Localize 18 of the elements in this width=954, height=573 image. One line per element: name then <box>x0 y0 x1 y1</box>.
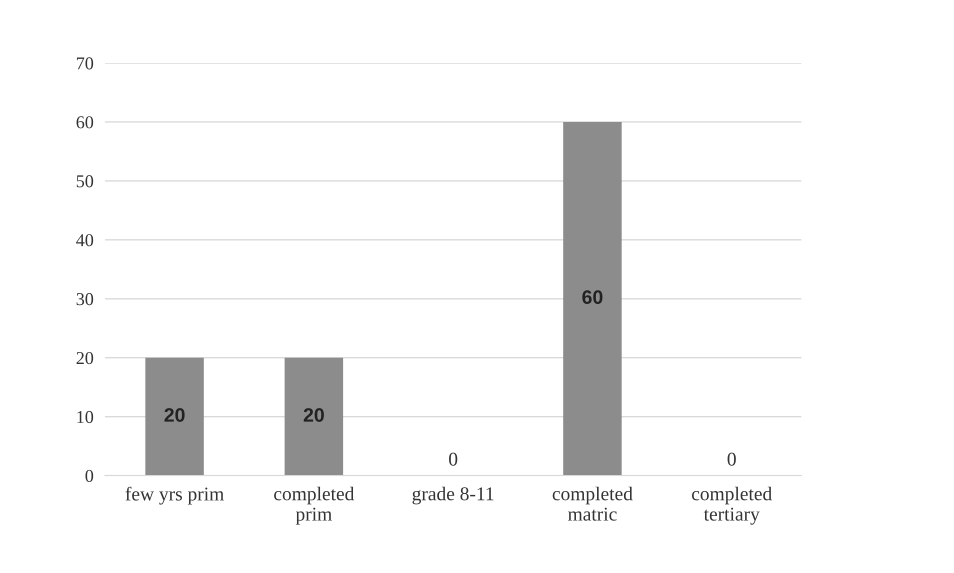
data-label: 20 <box>304 408 324 422</box>
x-tick-label: few yrs prim <box>126 486 224 505</box>
y-tick-label: 40 <box>76 234 94 246</box>
y-tick-label: 0 <box>85 470 94 482</box>
y-tick-label: 10 <box>77 410 94 424</box>
x-tick-label: completed tertiary <box>692 486 772 525</box>
x-tick-label: completed prim <box>274 486 354 525</box>
x-tick-label: completed matric <box>552 486 633 521</box>
data-label: 60 <box>582 290 602 304</box>
y-tick-label: 20 <box>76 352 94 364</box>
y-tick-label: 70 <box>76 57 94 70</box>
data-label: 20 <box>164 408 185 422</box>
y-tick-label: 60 <box>76 116 94 128</box>
y-tick-label: 30 <box>76 293 94 306</box>
y-tick-label: 50 <box>76 175 94 188</box>
data-label: 0 <box>449 452 458 466</box>
x-tick-label: grade 8-11 <box>412 486 494 504</box>
data-label: 0 <box>728 452 736 466</box>
